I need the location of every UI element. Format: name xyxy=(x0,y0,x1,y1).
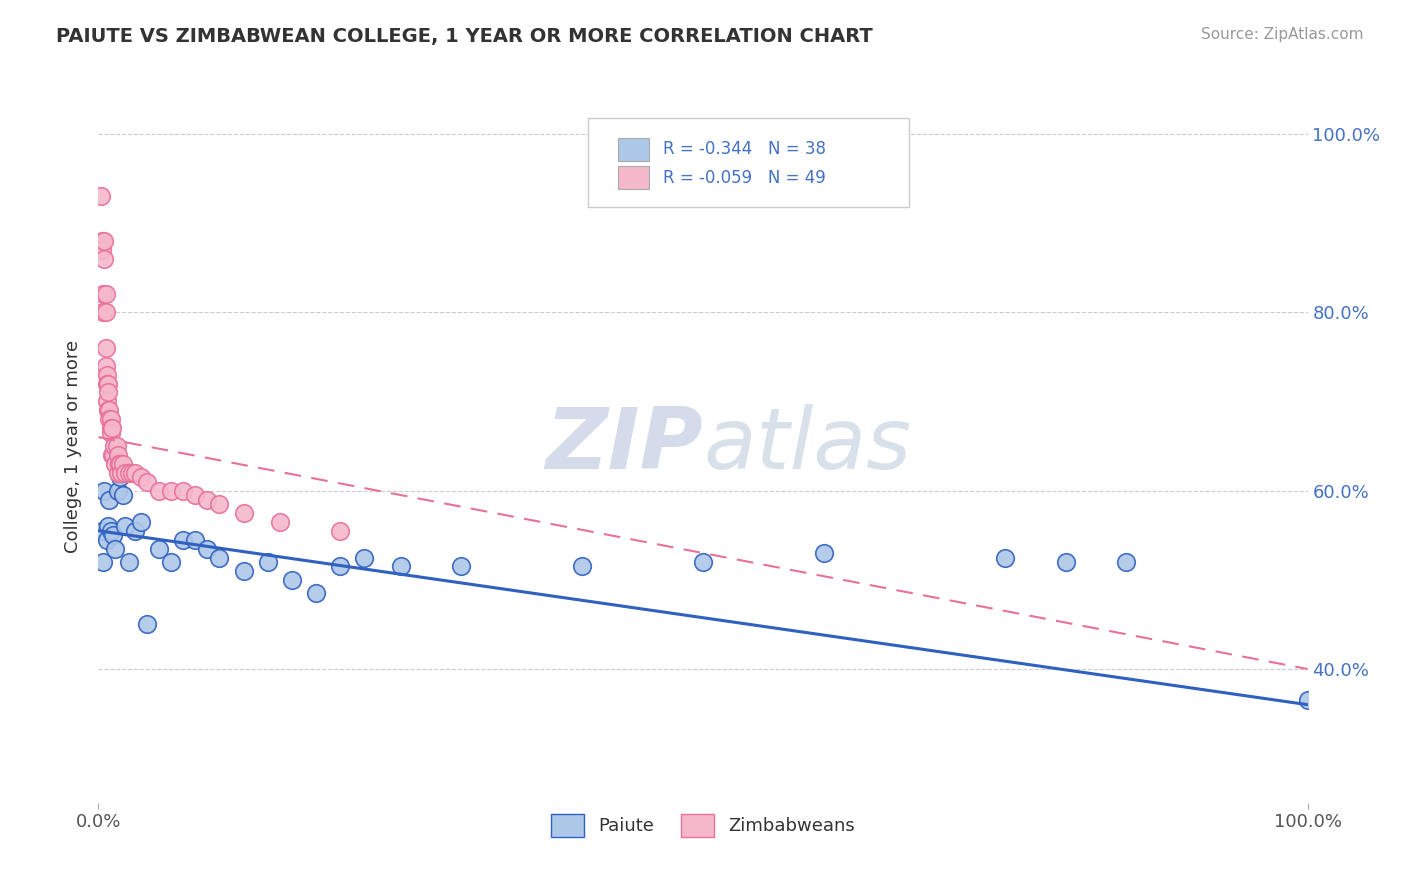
Point xyxy=(104,541,127,556)
Point xyxy=(450,559,472,574)
Point xyxy=(692,555,714,569)
Point xyxy=(160,555,183,569)
Point xyxy=(91,305,114,319)
Point xyxy=(100,448,122,462)
Point xyxy=(208,497,231,511)
Point xyxy=(114,466,136,480)
Point xyxy=(571,559,593,574)
Point xyxy=(121,466,143,480)
Point xyxy=(93,234,115,248)
Point xyxy=(135,617,157,632)
Point xyxy=(94,305,117,319)
FancyBboxPatch shape xyxy=(588,118,908,207)
Point xyxy=(305,586,328,600)
Point xyxy=(107,483,129,498)
Text: Source: ZipAtlas.com: Source: ZipAtlas.com xyxy=(1201,27,1364,42)
Point xyxy=(111,457,134,471)
Point xyxy=(1296,693,1319,707)
Point xyxy=(124,524,146,538)
Point xyxy=(1115,555,1137,569)
Point xyxy=(195,492,218,507)
Point xyxy=(148,483,170,498)
Point xyxy=(91,243,114,257)
Point xyxy=(101,528,124,542)
Point xyxy=(108,457,131,471)
Point xyxy=(100,425,122,440)
Text: R = -0.344   N = 38: R = -0.344 N = 38 xyxy=(664,140,827,158)
Point xyxy=(97,385,120,400)
Point xyxy=(329,524,352,538)
Point xyxy=(148,541,170,556)
Point xyxy=(98,412,121,426)
Point xyxy=(100,412,122,426)
Point xyxy=(97,519,120,533)
Point xyxy=(107,466,129,480)
Point xyxy=(184,488,207,502)
Point xyxy=(389,559,412,574)
Point xyxy=(129,470,152,484)
Point xyxy=(269,515,291,529)
Point xyxy=(101,448,124,462)
Text: R = -0.059   N = 49: R = -0.059 N = 49 xyxy=(664,169,825,186)
Point xyxy=(97,376,120,391)
Point xyxy=(98,492,121,507)
Point xyxy=(195,541,218,556)
Point xyxy=(329,559,352,574)
Point xyxy=(124,466,146,480)
Point xyxy=(160,483,183,498)
Y-axis label: College, 1 year or more: College, 1 year or more xyxy=(65,340,83,552)
Point xyxy=(93,483,115,498)
Point xyxy=(184,533,207,547)
Point xyxy=(1054,555,1077,569)
Point xyxy=(91,555,114,569)
Point xyxy=(91,234,114,248)
Bar xyxy=(619,137,648,161)
Text: PAIUTE VS ZIMBABWEAN COLLEGE, 1 YEAR OR MORE CORRELATION CHART: PAIUTE VS ZIMBABWEAN COLLEGE, 1 YEAR OR … xyxy=(56,27,873,45)
Point xyxy=(91,524,114,538)
Point xyxy=(108,457,131,471)
Point xyxy=(96,533,118,547)
Point xyxy=(98,403,121,417)
Point xyxy=(135,475,157,489)
Point xyxy=(208,550,231,565)
Point xyxy=(100,524,122,538)
Point xyxy=(111,488,134,502)
Point xyxy=(232,506,254,520)
Point xyxy=(256,555,278,569)
Point xyxy=(353,550,375,565)
Point xyxy=(281,573,304,587)
Point xyxy=(172,483,194,498)
Point xyxy=(94,341,117,355)
Text: atlas: atlas xyxy=(703,404,911,488)
Point xyxy=(107,448,129,462)
Bar xyxy=(619,166,648,189)
Point xyxy=(108,470,131,484)
Point xyxy=(232,564,254,578)
Point xyxy=(103,439,125,453)
Point xyxy=(94,359,117,373)
Point xyxy=(100,421,122,435)
Point xyxy=(100,421,122,435)
Point xyxy=(813,546,835,560)
Point xyxy=(114,519,136,533)
Point xyxy=(96,394,118,409)
Point xyxy=(96,368,118,382)
Point xyxy=(118,555,141,569)
Point xyxy=(90,189,112,203)
Point xyxy=(104,457,127,471)
Point xyxy=(97,403,120,417)
Point xyxy=(96,376,118,391)
Point xyxy=(105,439,128,453)
Point xyxy=(91,287,114,301)
Point xyxy=(129,515,152,529)
Text: ZIP: ZIP xyxy=(546,404,703,488)
Legend: Paiute, Zimbabweans: Paiute, Zimbabweans xyxy=(544,807,862,844)
Point xyxy=(994,550,1017,565)
Point xyxy=(172,533,194,547)
Point xyxy=(118,466,141,480)
Point xyxy=(94,287,117,301)
Point xyxy=(93,252,115,266)
Point xyxy=(110,466,132,480)
